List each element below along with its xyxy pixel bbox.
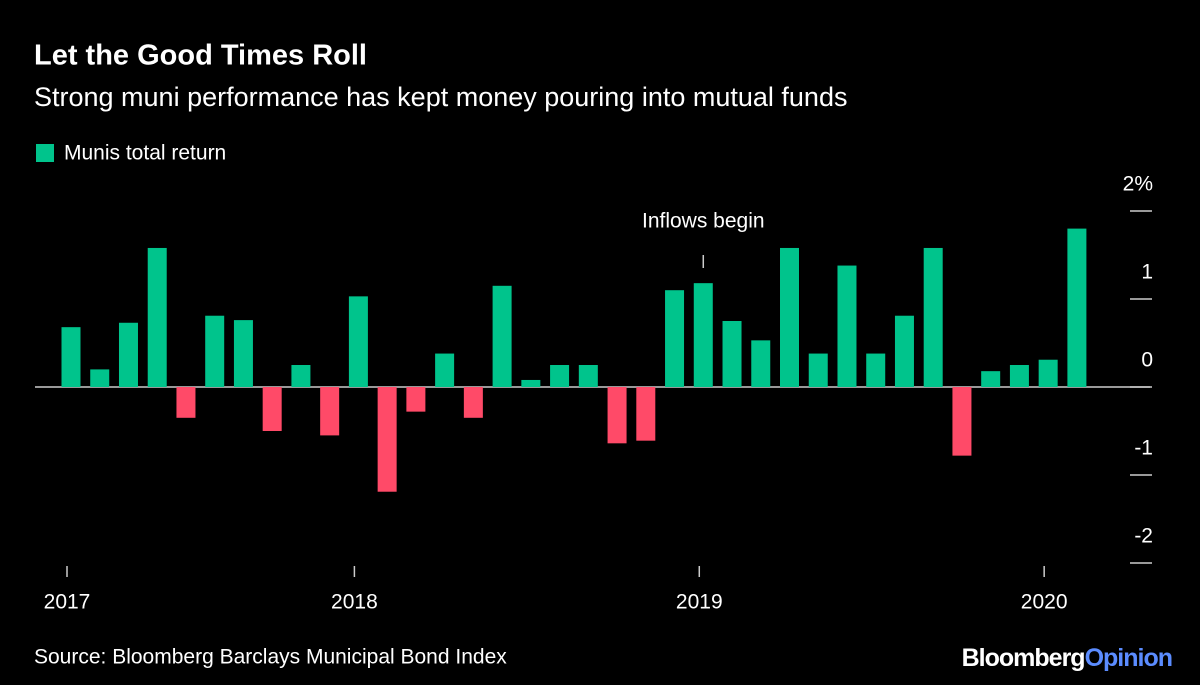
bar <box>233 320 253 387</box>
y-tick-label: 2% <box>1123 173 1153 196</box>
bar <box>894 315 914 387</box>
bar <box>751 340 771 387</box>
bar <box>665 290 685 387</box>
bar <box>521 379 541 387</box>
bar <box>90 369 110 387</box>
annotation: Inflows begin <box>642 210 765 233</box>
bar <box>492 285 512 387</box>
brand: Bloomberg <box>962 644 1085 672</box>
bar <box>808 353 828 387</box>
bar <box>377 387 397 492</box>
bar <box>923 247 943 387</box>
x-tick-label: 2020 <box>1021 591 1068 614</box>
bar <box>578 365 598 387</box>
x-tick-label: 2017 <box>44 591 91 614</box>
bar <box>693 283 713 387</box>
bar <box>118 322 138 387</box>
bar <box>435 353 455 387</box>
bar <box>866 353 886 387</box>
x-tick-label: 2018 <box>331 591 378 614</box>
brand-suffix: Opinion <box>1085 644 1172 672</box>
chart-subtitle: Strong muni performance has kept money p… <box>34 82 847 112</box>
bar <box>837 265 857 387</box>
source: Source: Bloomberg Barclays Municipal Bon… <box>34 646 507 669</box>
bar <box>1067 228 1087 387</box>
bar <box>607 387 627 444</box>
bar <box>176 387 196 418</box>
bar <box>61 327 81 387</box>
bar <box>952 387 972 456</box>
bar <box>1009 365 1029 387</box>
bar <box>291 365 311 387</box>
bar <box>981 371 1001 387</box>
bar <box>722 321 742 387</box>
legend-swatch <box>36 144 54 162</box>
bar <box>636 387 656 441</box>
bar <box>406 387 426 412</box>
y-tick-label: 0 <box>1141 349 1153 372</box>
bar <box>780 247 799 387</box>
bar <box>147 247 167 387</box>
bar <box>348 296 368 387</box>
x-tick-label: 2019 <box>676 591 723 614</box>
chart-title: Let the Good Times Roll <box>34 40 367 72</box>
bar <box>1038 359 1058 387</box>
bar <box>262 387 282 431</box>
y-tick-label: 1 <box>1141 261 1153 284</box>
bar <box>320 387 340 436</box>
legend-label: Munis total return <box>64 142 226 165</box>
y-tick-label: -1 <box>1134 437 1153 460</box>
bar <box>463 387 483 418</box>
y-tick-label: -2 <box>1134 525 1153 548</box>
brand-logo: BloombergOpinion <box>962 644 1172 672</box>
bar <box>550 365 570 387</box>
bar <box>205 315 225 387</box>
